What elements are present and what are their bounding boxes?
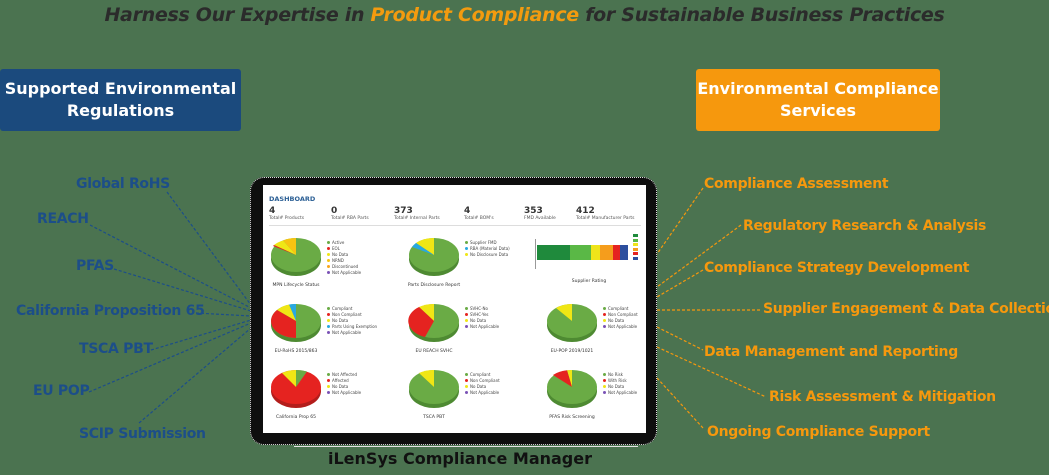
panel-parts-disclosure: Supplier FMD RBA (Material Data) No Disc… — [403, 231, 528, 295]
chart-legend: Compliant Non Compliant No Data Not Appl… — [465, 371, 500, 395]
regulation-pfas: PFAS — [76, 258, 114, 274]
regulations-header-line2: Regulations — [66, 101, 175, 120]
panel-eu-rohs: Compliant Non Compliant No Data Parts Us… — [265, 297, 390, 361]
stat-value: 0 — [331, 206, 338, 216]
services-header-box: Environmental Compliance Services — [696, 69, 940, 131]
chart-legend: SVHC-No SVHC-Yes No Data Not Applicable — [465, 305, 499, 329]
regulation-reach: REACH — [37, 211, 89, 227]
services-header-line2: Services — [779, 101, 857, 120]
chart-legend: Not Affected Affected No Data Not Applic… — [327, 371, 361, 395]
pie-chart — [408, 303, 459, 342]
divider — [269, 225, 641, 226]
pie-chart — [409, 369, 459, 408]
headline-highlight: Product Compliance — [370, 4, 580, 26]
headline: Harness Our Expertise in Product Complia… — [0, 4, 1049, 26]
dashboard-screen: DASHBOARD 4 Total# Products 0 Total# RBA P… — [263, 185, 646, 433]
chart-title: MPN Lifecycle Status — [272, 283, 320, 288]
stat-value: 4 — [269, 206, 276, 216]
regulations-header-line1: Supported Environmental — [4, 79, 237, 98]
stat-fmd-available: 353 FMD Available — [524, 207, 576, 222]
stat-label: Total# RBA Parts — [331, 216, 369, 221]
chart-title: EU REACH SVHC — [415, 349, 453, 354]
chart-axis — [535, 239, 536, 269]
chart-title: TSCA PBT — [423, 415, 445, 420]
stat-value: 412 — [576, 206, 595, 216]
regulation-scip-submission: SCIP Submission — [79, 426, 206, 442]
panel-california-prop-65: Not Affected Affected No Data Not Applic… — [265, 363, 390, 427]
stat-label: Total# Products — [269, 216, 305, 221]
stats-row: 4 Total# Products 0 Total# RBA Parts 373 To… — [269, 207, 641, 222]
pie-chart — [547, 304, 597, 342]
stat-internal-parts: 373 Total# Internal Parts — [394, 207, 464, 222]
tablet-shadow-line — [294, 446, 638, 447]
panel-eu-pop: Compliant Non Compliant No Data Not Appl… — [541, 297, 646, 361]
chart-legend: Compliant Non Compliant No Data Not Appl… — [603, 305, 638, 329]
service-ongoing-support: Ongoing Compliance Support — [707, 424, 930, 440]
stat-label: Total# Internal Parts — [394, 216, 440, 221]
pie-chart — [271, 369, 321, 408]
chart-title: PFAS Risk Screening — [549, 415, 595, 420]
service-data-management: Data Management and Reporting — [704, 344, 958, 360]
panel-supplier-rating: Supplier Rating — [529, 231, 646, 295]
stat-label: FMD Available — [524, 216, 556, 221]
services-header-line1: Environmental Compliance — [697, 79, 939, 98]
tablet-frame: DASHBOARD 4 Total# Products 0 Total# RBA P… — [250, 177, 657, 445]
stat-value: 4 — [464, 206, 471, 216]
stat-value: 353 — [524, 206, 543, 216]
stat-products: 4 Total# Products — [269, 207, 331, 222]
panel-tsca-pbt: Compliant Non Compliant No Data Not Appl… — [403, 363, 528, 427]
headline-prefix: Harness Our Expertise in — [104, 4, 371, 26]
service-compliance-strategy: Compliance Strategy Development — [704, 260, 970, 276]
dashboard-title: DASHBOARD — [269, 195, 316, 203]
service-risk-assessment: Risk Assessment & Mitigation — [769, 389, 996, 405]
chart-title: Supplier Rating — [571, 279, 607, 284]
stat-label: Total# Manufacturer Parts — [576, 216, 635, 221]
stat-boms: 4 Total# BOM's — [464, 207, 524, 222]
service-compliance-assessment: Compliance Assessment — [704, 176, 889, 192]
service-regulatory-research: Regulatory Research & Analysis — [743, 218, 987, 234]
stacked-bar — [537, 245, 633, 260]
service-supplier-engagement: Supplier Engagement & Data Collection — [763, 301, 1049, 317]
regulation-tsca-pbt: TSCA PBT — [79, 341, 153, 357]
pie-chart — [409, 237, 459, 276]
stat-value: 373 — [394, 206, 413, 216]
panel-eu-reach-svhc: SVHC-No SVHC-Yes No Data Not Applicable … — [403, 297, 528, 361]
chart-legend: Supplier FMD RBA (Material Data) No Disc… — [465, 239, 510, 257]
pie-chart — [271, 303, 321, 342]
regulation-california-prop-65: California Proposition 65 — [16, 303, 205, 319]
chart-legend: No Risk With Risk No Data Not Applicable — [603, 371, 637, 395]
chart-title: EU-POP 2019/1021 — [550, 349, 594, 354]
product-caption: iLenSys Compliance Manager — [328, 449, 592, 468]
regulation-eu-pop: EU POP — [33, 383, 90, 399]
stat-manufacturer-parts: 412 Total# Manufacturer Parts — [576, 207, 641, 222]
chart-legend: Active EOL No Data NRND Discontinued Not… — [327, 239, 361, 275]
regulations-header-box: Supported Environmental Regulations — [0, 69, 241, 131]
panel-pfas-risk: No Risk With Risk No Data Not Applicable… — [541, 363, 646, 427]
stat-rba-parts: 0 Total# RBA Parts — [331, 207, 394, 222]
chart-title: EU-RoHS 2015/863 — [274, 349, 318, 354]
headline-suffix: for Sustainable Business Practices — [578, 4, 945, 26]
chart-legend: Compliant Non Compliant No Data Parts Us… — [327, 305, 377, 335]
chart-title: California Prop 65 — [276, 415, 316, 420]
pie-chart — [271, 238, 321, 276]
pie-chart — [547, 369, 597, 408]
regulation-global-rohs: Global RoHS — [76, 176, 170, 192]
chart-title: Parts Disclosure Report — [407, 283, 461, 288]
panel-mpn-lifecycle: Active EOL No Data NRND Discontinued Not… — [265, 231, 390, 295]
stat-label: Total# BOM's — [464, 216, 494, 221]
chart-legend — [633, 234, 638, 261]
